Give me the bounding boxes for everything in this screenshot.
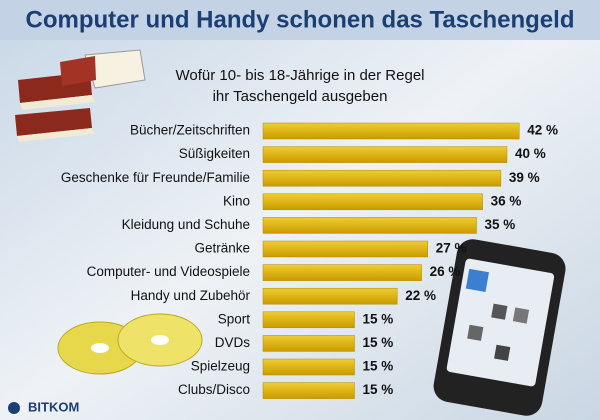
bar [262, 240, 428, 258]
bar [262, 335, 355, 352]
category-label: Handy und Zubehör [131, 288, 251, 303]
value-label: 15 % [363, 335, 394, 350]
bar [262, 146, 508, 163]
value-label: 15 % [363, 311, 394, 326]
category-label: Clubs/Disco [178, 382, 250, 397]
category-label: Bücher/Zeitschriften [130, 123, 250, 138]
value-label: 36 % [491, 193, 522, 208]
category-label: Süßigkeiten [179, 146, 250, 161]
bar [262, 193, 483, 211]
value-label: 42 % [527, 123, 558, 138]
bar [262, 311, 355, 329]
category-label: Kleidung und Schuhe [122, 217, 250, 232]
category-label: Spielzeug [191, 359, 250, 374]
category-label: Getränke [194, 241, 250, 256]
value-label: 35 % [485, 217, 516, 232]
category-label: Geschenke für Freunde/Familie [61, 170, 250, 185]
books-illustration [15, 49, 146, 142]
subtitle: ihr Taschengeld ausgeben [213, 88, 388, 105]
value-label: 15 % [363, 359, 394, 374]
value-label: 39 % [509, 170, 540, 185]
subtitle: Wofür 10- bis 18-Jährige in der Regel [175, 67, 424, 84]
bar [262, 358, 355, 376]
category-label: DVDs [215, 335, 251, 350]
value-label: 27 % [436, 241, 467, 256]
bar [262, 169, 502, 187]
chart-title: Computer und Handy schonen das Taschenge… [26, 6, 575, 33]
bar [262, 264, 422, 281]
value-label: 15 % [363, 382, 394, 397]
dvd-illustration [57, 313, 203, 375]
category-label: Kino [223, 193, 250, 208]
title-band [0, 0, 600, 40]
value-label: 22 % [405, 288, 436, 303]
logo [8, 402, 20, 414]
bar [262, 382, 355, 399]
value-label: 26 % [430, 264, 461, 279]
value-label: 40 % [515, 146, 546, 161]
bar [262, 122, 520, 140]
bar [262, 217, 477, 234]
phone-illustration [433, 239, 566, 416]
source: BITKOM [28, 399, 79, 414]
category-label: Computer- und Videospiele [87, 264, 250, 279]
category-label: Sport [218, 311, 251, 326]
bar [262, 287, 398, 305]
